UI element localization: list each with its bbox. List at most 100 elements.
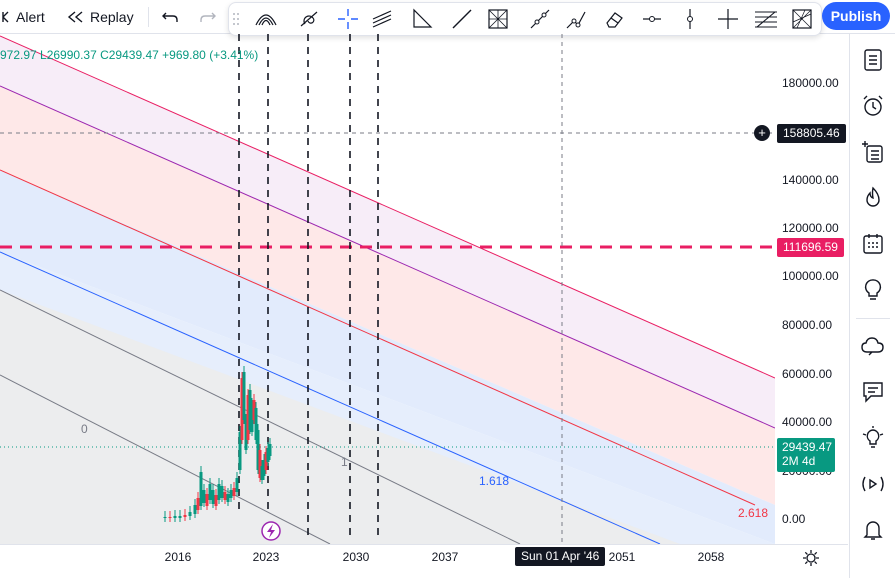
crosshair-price-plus-icon[interactable]: + <box>754 125 770 141</box>
sidebar-divider <box>856 318 890 319</box>
drawing-toolbar <box>228 2 822 36</box>
fib-spiral-icon[interactable] <box>295 7 321 31</box>
time-tick: 2051 <box>608 550 636 564</box>
vertical-lines[interactable] <box>238 34 379 535</box>
fib-retracement-icon[interactable] <box>753 7 779 31</box>
crosshair-date-label: Sun 01 Apr '46 <box>515 547 606 566</box>
fib-line-4236[interactable] <box>0 35 775 379</box>
time-tick: 2016 <box>164 550 192 564</box>
candle <box>250 404 254 432</box>
chart-settings-gear-icon[interactable] <box>802 549 820 572</box>
last-price-value: 29439.47 <box>782 440 833 454</box>
alert-label: Alert <box>16 8 45 25</box>
alerts-clock-icon[interactable] <box>859 92 887 120</box>
candle <box>226 494 230 502</box>
gann-square-icon[interactable] <box>789 7 815 31</box>
chat-bubble-icon[interactable] <box>859 378 887 406</box>
candle <box>268 444 272 456</box>
undo-button[interactable] <box>161 0 179 33</box>
redo-button[interactable] <box>199 0 217 33</box>
bar-countdown: 2M 4d <box>782 454 816 468</box>
fib-line-1[interactable] <box>0 289 521 544</box>
candle <box>229 490 233 498</box>
candle <box>258 450 262 478</box>
right-sidebar <box>849 34 895 578</box>
parallel-channel-icon[interactable] <box>369 7 395 31</box>
ideas-bulb-icon[interactable] <box>859 276 887 304</box>
fib-band-gray <box>0 290 680 544</box>
cross-line-icon[interactable] <box>715 7 741 31</box>
candle <box>183 515 187 517</box>
candle <box>242 372 246 420</box>
calendar-icon[interactable] <box>859 230 887 258</box>
eraser-icon[interactable] <box>601 7 627 31</box>
candle <box>246 395 250 440</box>
candle <box>188 512 192 516</box>
toolbar-divider <box>148 7 149 27</box>
chart-canvas[interactable]: 0 1 1.618 2.618 <box>0 34 775 544</box>
chart-svg <box>0 34 775 544</box>
candle <box>235 478 239 492</box>
time-tick: 2058 <box>697 550 725 564</box>
add-list-icon[interactable] <box>859 138 887 166</box>
path-icon[interactable] <box>563 7 589 31</box>
crosshair-price-label: 158805.46 <box>777 124 846 143</box>
ray-icon[interactable] <box>527 7 553 31</box>
fib-fan-icon[interactable] <box>253 7 279 31</box>
price-tick: 40000.00 <box>782 415 833 429</box>
fib-label-1618: 1.618 <box>479 474 510 488</box>
candle <box>173 516 177 518</box>
candle <box>205 494 209 506</box>
vertical-line-icon[interactable] <box>677 7 703 31</box>
notifications-bell-icon[interactable] <box>859 516 887 544</box>
candle <box>168 517 172 518</box>
fib-line-3618[interactable] <box>0 85 775 429</box>
lightning-icon <box>267 524 275 538</box>
price-tick: 100000.00 <box>782 269 839 283</box>
redo-icon <box>199 9 217 25</box>
candle <box>248 390 252 430</box>
candle <box>223 492 227 500</box>
candle <box>238 432 242 470</box>
crosshair-icon[interactable] <box>335 7 361 31</box>
fib-line-1618[interactable] <box>0 251 661 544</box>
horizontal-ray-icon[interactable] <box>639 7 665 31</box>
price-tick: 180000.00 <box>782 76 839 90</box>
candle <box>202 490 206 503</box>
candle <box>240 378 244 440</box>
broadcast-icon[interactable] <box>859 470 887 498</box>
candle <box>211 490 215 504</box>
alarm-plus-icon <box>0 9 14 25</box>
fib-band-blue <box>0 170 775 544</box>
candlestick-series[interactable] <box>163 366 272 522</box>
candle <box>163 517 167 518</box>
watchlist-icon[interactable] <box>859 46 887 74</box>
time-tick: 2023 <box>252 550 280 564</box>
replay-button[interactable]: Replay <box>66 0 134 33</box>
drag-handle-icon[interactable] <box>229 7 243 31</box>
gann-box-icon[interactable] <box>485 7 511 31</box>
time-axis[interactable] <box>0 544 848 579</box>
candle <box>178 516 182 518</box>
ohlc-legend: 972.97 L26990.37 C29439.47 +969.80 (+3.4… <box>0 48 259 62</box>
price-tick: 80000.00 <box>782 318 833 332</box>
streams-bulb-icon[interactable] <box>859 424 887 452</box>
fib-line-0[interactable] <box>0 374 331 544</box>
candle <box>217 484 221 500</box>
hline-price-label[interactable]: 111696.59 <box>777 238 844 257</box>
trend-line-icon[interactable] <box>449 7 475 31</box>
candle <box>252 400 256 420</box>
chat-cloud-icon[interactable] <box>859 332 887 360</box>
triangle-pattern-icon[interactable] <box>409 7 435 31</box>
fib-label-2618: 2.618 <box>738 506 769 520</box>
publish-button[interactable]: Publish <box>822 2 890 30</box>
alert-button[interactable]: Alert <box>0 0 45 33</box>
replay-label: Replay <box>90 8 134 25</box>
candle <box>264 452 268 470</box>
hotlist-flame-icon[interactable] <box>859 184 887 212</box>
undo-icon <box>161 9 179 25</box>
candle <box>199 472 203 506</box>
price-tick: 120000.00 <box>782 221 839 235</box>
candle <box>262 460 266 476</box>
replay-icon <box>66 10 86 24</box>
